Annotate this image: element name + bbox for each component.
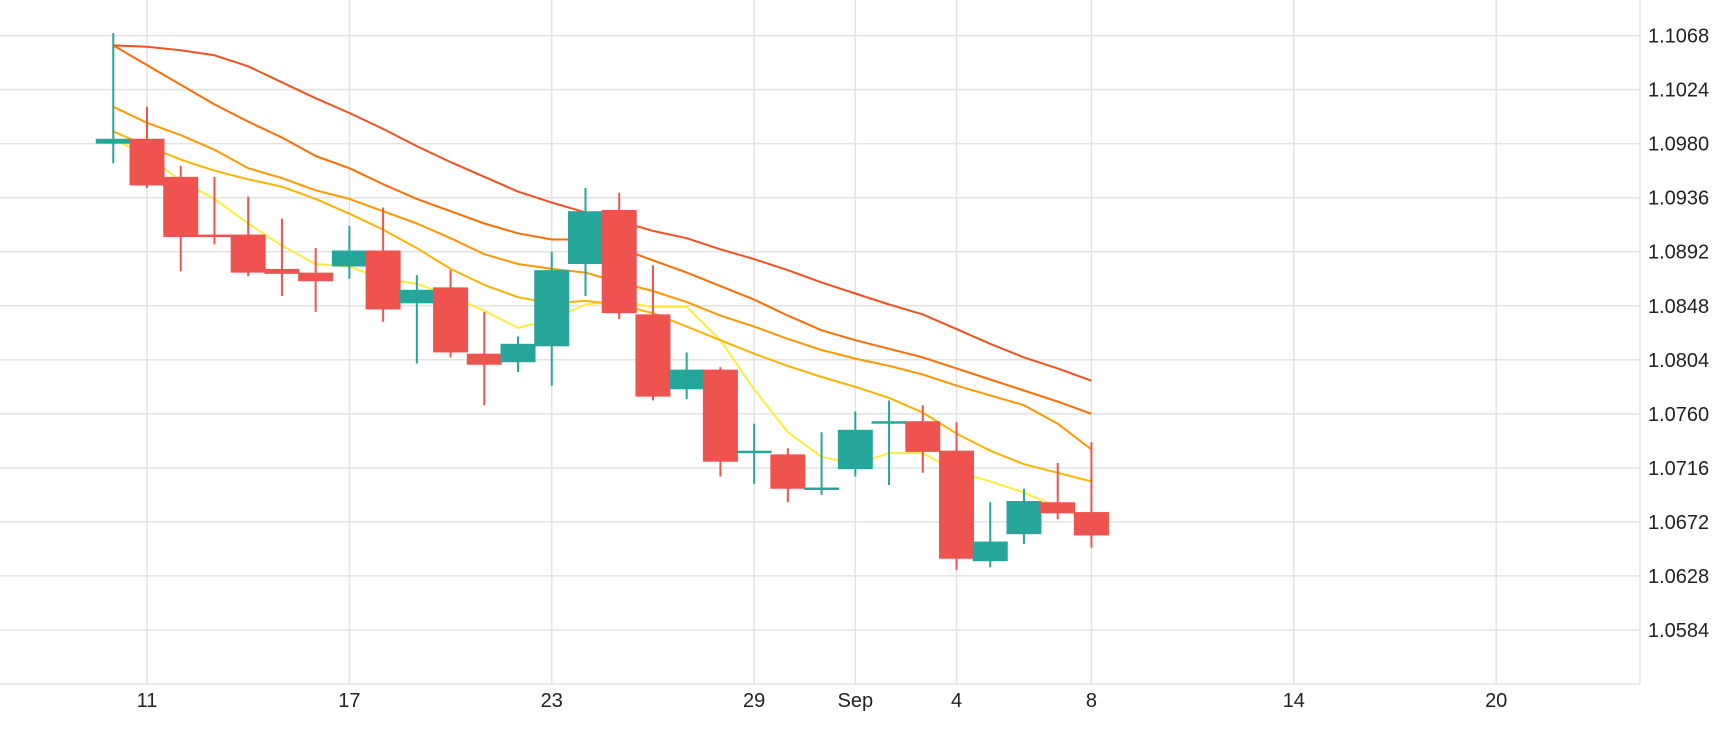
candle-body xyxy=(1073,512,1109,536)
y-tick-label: 1.1024 xyxy=(1648,80,1709,102)
y-tick-label: 1.0760 xyxy=(1648,404,1709,426)
candle xyxy=(534,251,570,386)
candle xyxy=(804,432,840,495)
candle-body xyxy=(770,454,806,489)
y-tick-label: 1.0584 xyxy=(1648,620,1709,642)
candle-body xyxy=(298,272,334,282)
y-tick-label: 1.0804 xyxy=(1648,350,1709,372)
candle xyxy=(365,207,401,322)
y-tick-label: 1.0672 xyxy=(1648,512,1709,534)
candle-body xyxy=(196,234,232,238)
candle-body xyxy=(230,234,266,273)
candle xyxy=(837,411,873,477)
y-tick-label: 1.1068 xyxy=(1648,26,1709,48)
candle xyxy=(635,265,671,401)
candle-body xyxy=(871,421,907,424)
candle xyxy=(972,502,1008,568)
candle-body xyxy=(95,138,131,144)
y-tick-label: 1.0936 xyxy=(1648,188,1709,210)
candle-body xyxy=(601,209,637,314)
candle-body xyxy=(567,211,603,265)
x-tick-label: 29 xyxy=(743,690,765,712)
candle xyxy=(95,33,131,164)
candle-body xyxy=(264,268,300,274)
x-tick-label: 23 xyxy=(541,690,563,712)
candle-body xyxy=(1006,501,1042,535)
candle xyxy=(1006,488,1042,545)
candle xyxy=(298,248,334,312)
candle-body xyxy=(736,450,772,454)
candle xyxy=(1040,462,1076,520)
y-tick-label: 1.0848 xyxy=(1648,296,1709,318)
candle-body xyxy=(129,138,165,186)
candle-body xyxy=(466,353,502,365)
candle xyxy=(601,192,637,320)
candle-body xyxy=(905,421,941,452)
candle-body xyxy=(669,369,705,390)
candle xyxy=(905,405,941,473)
x-tick-label: 17 xyxy=(338,690,360,712)
candle-body xyxy=(635,314,671,397)
axis-layer: 1.1068 1.1024 1.0980 1.0936 1.0892 1.0848 1.08… xyxy=(137,26,1710,712)
candle xyxy=(669,352,705,400)
y-tick-label: 1.0892 xyxy=(1648,242,1709,264)
candle-body xyxy=(500,343,536,363)
candle xyxy=(230,196,266,277)
candle xyxy=(871,400,907,486)
x-tick-label: 8 xyxy=(1086,690,1097,712)
candle xyxy=(129,106,165,188)
candle xyxy=(1073,442,1109,548)
y-tick-label: 1.0628 xyxy=(1648,566,1709,588)
candle xyxy=(433,270,469,358)
grid-layer xyxy=(0,0,1641,685)
candle xyxy=(567,187,603,296)
x-tick-label: 4 xyxy=(951,690,962,712)
candle xyxy=(466,311,502,406)
candle-body xyxy=(972,541,1008,562)
candle-body xyxy=(365,250,401,310)
x-tick-label: Sep xyxy=(838,690,874,712)
candle-body xyxy=(804,487,840,491)
candle-body xyxy=(163,176,199,238)
candle-body xyxy=(837,429,873,470)
candle xyxy=(399,275,435,364)
candle xyxy=(736,423,772,484)
candle-body xyxy=(1040,502,1076,514)
candle xyxy=(939,422,975,570)
candle xyxy=(331,225,367,279)
candle-body xyxy=(331,250,367,267)
x-tick-label: 20 xyxy=(1485,690,1507,712)
candle-body xyxy=(399,289,435,304)
candle-body xyxy=(534,270,570,347)
candle xyxy=(163,165,199,272)
candle xyxy=(702,367,738,477)
x-tick-label: 14 xyxy=(1283,690,1305,712)
x-tick-label: 11 xyxy=(137,690,158,712)
candle xyxy=(264,218,300,296)
candle xyxy=(500,336,536,373)
candle xyxy=(196,176,232,245)
y-tick-label: 1.0716 xyxy=(1648,458,1709,480)
candle-body xyxy=(702,369,738,462)
candle-body xyxy=(433,287,469,353)
candle-body xyxy=(939,450,975,559)
candle xyxy=(770,448,806,503)
candle-layer xyxy=(95,33,1109,570)
y-tick-label: 1.0980 xyxy=(1648,134,1709,156)
